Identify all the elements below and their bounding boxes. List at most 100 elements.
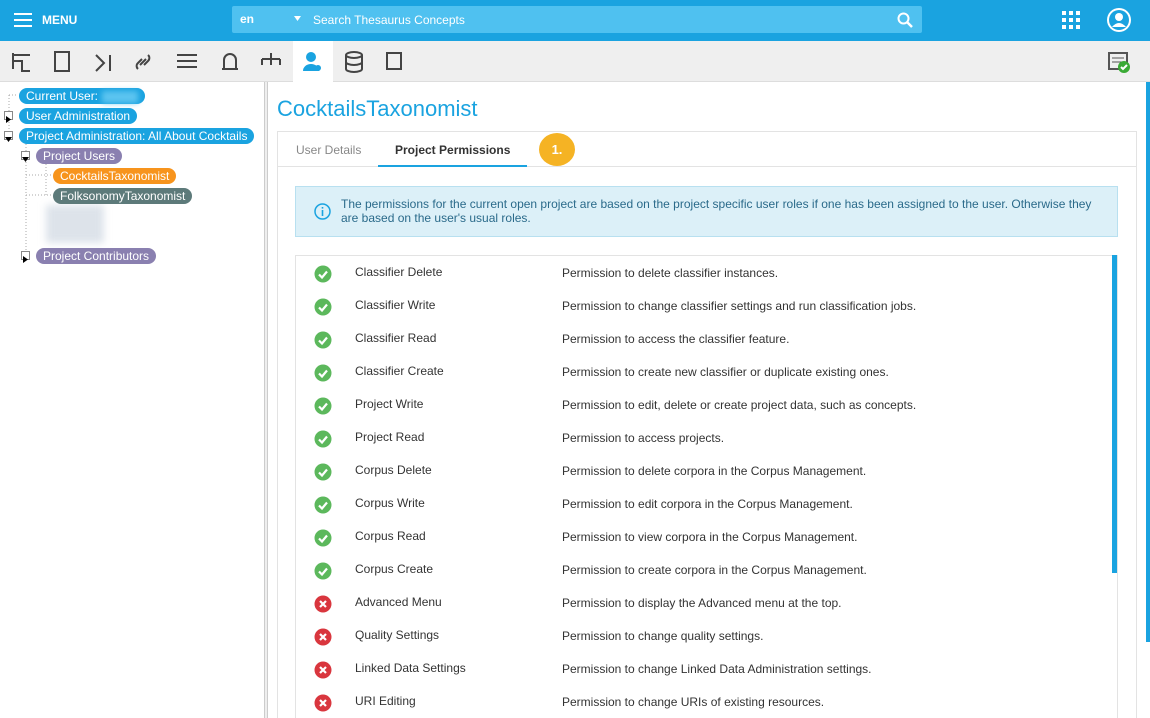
granted-icon bbox=[314, 496, 332, 514]
permission-name: Classifier Write bbox=[355, 298, 436, 312]
permission-description: Permission to access projects. bbox=[562, 431, 725, 445]
menu-label[interactable]: MENU bbox=[42, 13, 78, 27]
granted-icon bbox=[314, 397, 332, 415]
info-box: The permissions for the current open pro… bbox=[295, 186, 1118, 237]
tree-node[interactable]: FolksonomyTaxonomist bbox=[53, 188, 193, 204]
denied-icon bbox=[314, 628, 332, 646]
permission-description: Permission to view corpora in the Corpus… bbox=[562, 530, 858, 544]
permission-description: Permission to edit corpora in the Corpus… bbox=[562, 497, 853, 511]
denied-icon bbox=[314, 661, 332, 679]
scrollbar[interactable] bbox=[1112, 255, 1117, 573]
tree-expander[interactable] bbox=[21, 151, 30, 163]
permission-name: Corpus Read bbox=[355, 529, 426, 543]
granted-icon bbox=[314, 331, 332, 349]
permission-row: Classifier Write Permission to change cla… bbox=[296, 289, 1111, 322]
permission-description: Permission to change quality settings. bbox=[562, 629, 764, 643]
permission-name: Corpus Create bbox=[355, 562, 434, 576]
permission-description: Permission to access the classifier feat… bbox=[562, 332, 790, 346]
permission-name: URI Editing bbox=[355, 694, 416, 708]
info-text: The permissions for the current open pro… bbox=[341, 197, 1092, 225]
expander-arrow[interactable] bbox=[5, 136, 12, 143]
search-icon[interactable] bbox=[897, 12, 913, 28]
permission-name: Linked Data Settings bbox=[355, 661, 466, 675]
search-bar[interactable]: en Search Thesaurus Concepts bbox=[232, 6, 922, 33]
permission-row: URI Editing Permission to change URIs of … bbox=[296, 685, 1111, 718]
blurred-name bbox=[102, 90, 139, 103]
granted-icon bbox=[314, 364, 332, 382]
permission-description: Permission to change URIs of existing re… bbox=[562, 695, 825, 709]
expander-arrow[interactable] bbox=[5, 116, 12, 123]
permission-list bbox=[295, 255, 1118, 718]
page-scrollbar[interactable] bbox=[1146, 82, 1150, 642]
tree-node[interactable]: CocktailsTaxonomist bbox=[53, 168, 177, 184]
permission-description: Permission to create corpora in the Corp… bbox=[562, 563, 867, 577]
permission-name: Project Write bbox=[355, 397, 424, 411]
permission-name: Quality Settings bbox=[355, 628, 440, 642]
permission-row: Classifier Read Permission to access the … bbox=[296, 322, 1111, 355]
denied-icon bbox=[314, 694, 332, 712]
tree-node[interactable]: Project Administration: All About Cockta… bbox=[19, 128, 255, 144]
tab-line bbox=[278, 166, 1136, 167]
tool-icons[interactable] bbox=[0, 41, 420, 82]
expander-arrow[interactable] bbox=[22, 156, 29, 163]
tab[interactable]: User Details bbox=[296, 143, 362, 157]
panel bbox=[277, 131, 1137, 718]
permission-row: Corpus Create Permission to create corpor… bbox=[296, 553, 1111, 586]
permission-description: Permission to display the Advanced menu … bbox=[562, 596, 842, 610]
menu-icon[interactable] bbox=[14, 12, 32, 28]
permission-name: Classifier Read bbox=[355, 331, 437, 345]
page-title: CocktailsTaxonomist bbox=[277, 96, 478, 121]
permission-row: Corpus Write Permission to edit corpora i… bbox=[296, 487, 1111, 520]
language[interactable]: en bbox=[240, 12, 255, 26]
step-badge: 1. bbox=[539, 133, 575, 166]
permission-row: Linked Data Settings Permission to change… bbox=[296, 652, 1111, 685]
tree-node[interactable]: Project Contributors bbox=[36, 248, 157, 264]
permission-description: Permission to delete classifier instance… bbox=[562, 266, 779, 280]
permission-description: Permission to change classifier settings… bbox=[562, 299, 917, 313]
apps-icon[interactable] bbox=[1062, 11, 1080, 29]
permission-row: Corpus Delete Permission to delete corpor… bbox=[296, 454, 1111, 487]
tree-lines bbox=[8, 94, 52, 255]
permission-description: Permission to create new classifier or d… bbox=[562, 365, 889, 379]
permission-row: Quality Settings Permission to change qua… bbox=[296, 619, 1111, 652]
permission-description: Permission to change Linked Data Adminis… bbox=[562, 662, 872, 676]
tree-node[interactable]: User Administration bbox=[19, 108, 138, 124]
permission-row: Classifier Create Permission to create ne… bbox=[296, 355, 1111, 388]
user-icon[interactable] bbox=[1106, 7, 1132, 33]
granted-icon bbox=[314, 298, 332, 316]
granted-icon bbox=[314, 463, 332, 481]
granted-icon bbox=[314, 265, 332, 283]
granted-icon bbox=[314, 562, 332, 580]
permission-name: Classifier Delete bbox=[355, 265, 443, 279]
status-icon[interactable] bbox=[1108, 52, 1132, 74]
tree-node[interactable]: Project Users bbox=[36, 148, 123, 164]
tree-node[interactable]: Current User: bbox=[19, 88, 146, 104]
permission-row: Advanced Menu Permission to display the A… bbox=[296, 586, 1111, 619]
tree-expander[interactable] bbox=[21, 251, 30, 263]
tab[interactable]: Project Permissions bbox=[378, 135, 528, 167]
permission-row: Project Write Permission to edit, delete … bbox=[296, 388, 1111, 421]
permission-row: Corpus Read Permission to view corpora in… bbox=[296, 520, 1111, 553]
blurred-entry bbox=[46, 205, 104, 243]
granted-icon bbox=[314, 529, 332, 547]
permission-description: Permission to delete corpora in the Corp… bbox=[562, 464, 867, 478]
info-icon bbox=[314, 203, 331, 220]
tree-expander[interactable] bbox=[4, 131, 13, 143]
tree-panel: Current User: User Administration Project … bbox=[0, 82, 265, 718]
permission-description: Permission to edit, delete or create pro… bbox=[562, 398, 917, 412]
denied-icon bbox=[314, 595, 332, 613]
expander-arrow[interactable] bbox=[22, 256, 29, 263]
permission-name: Corpus Delete bbox=[355, 463, 432, 477]
splitter[interactable] bbox=[265, 82, 268, 718]
permission-name: Project Read bbox=[355, 430, 425, 444]
permission-name: Corpus Write bbox=[355, 496, 425, 510]
permission-name: Advanced Menu bbox=[355, 595, 442, 609]
permission-row: Project Read Permission to access project… bbox=[296, 421, 1111, 454]
dropdown-arrow[interactable] bbox=[294, 16, 301, 21]
search-placeholder[interactable]: Search Thesaurus Concepts bbox=[313, 13, 465, 27]
granted-icon bbox=[314, 430, 332, 448]
tree-expander[interactable] bbox=[4, 111, 13, 123]
toolbar bbox=[0, 41, 1150, 82]
permission-name: Classifier Create bbox=[355, 364, 444, 378]
